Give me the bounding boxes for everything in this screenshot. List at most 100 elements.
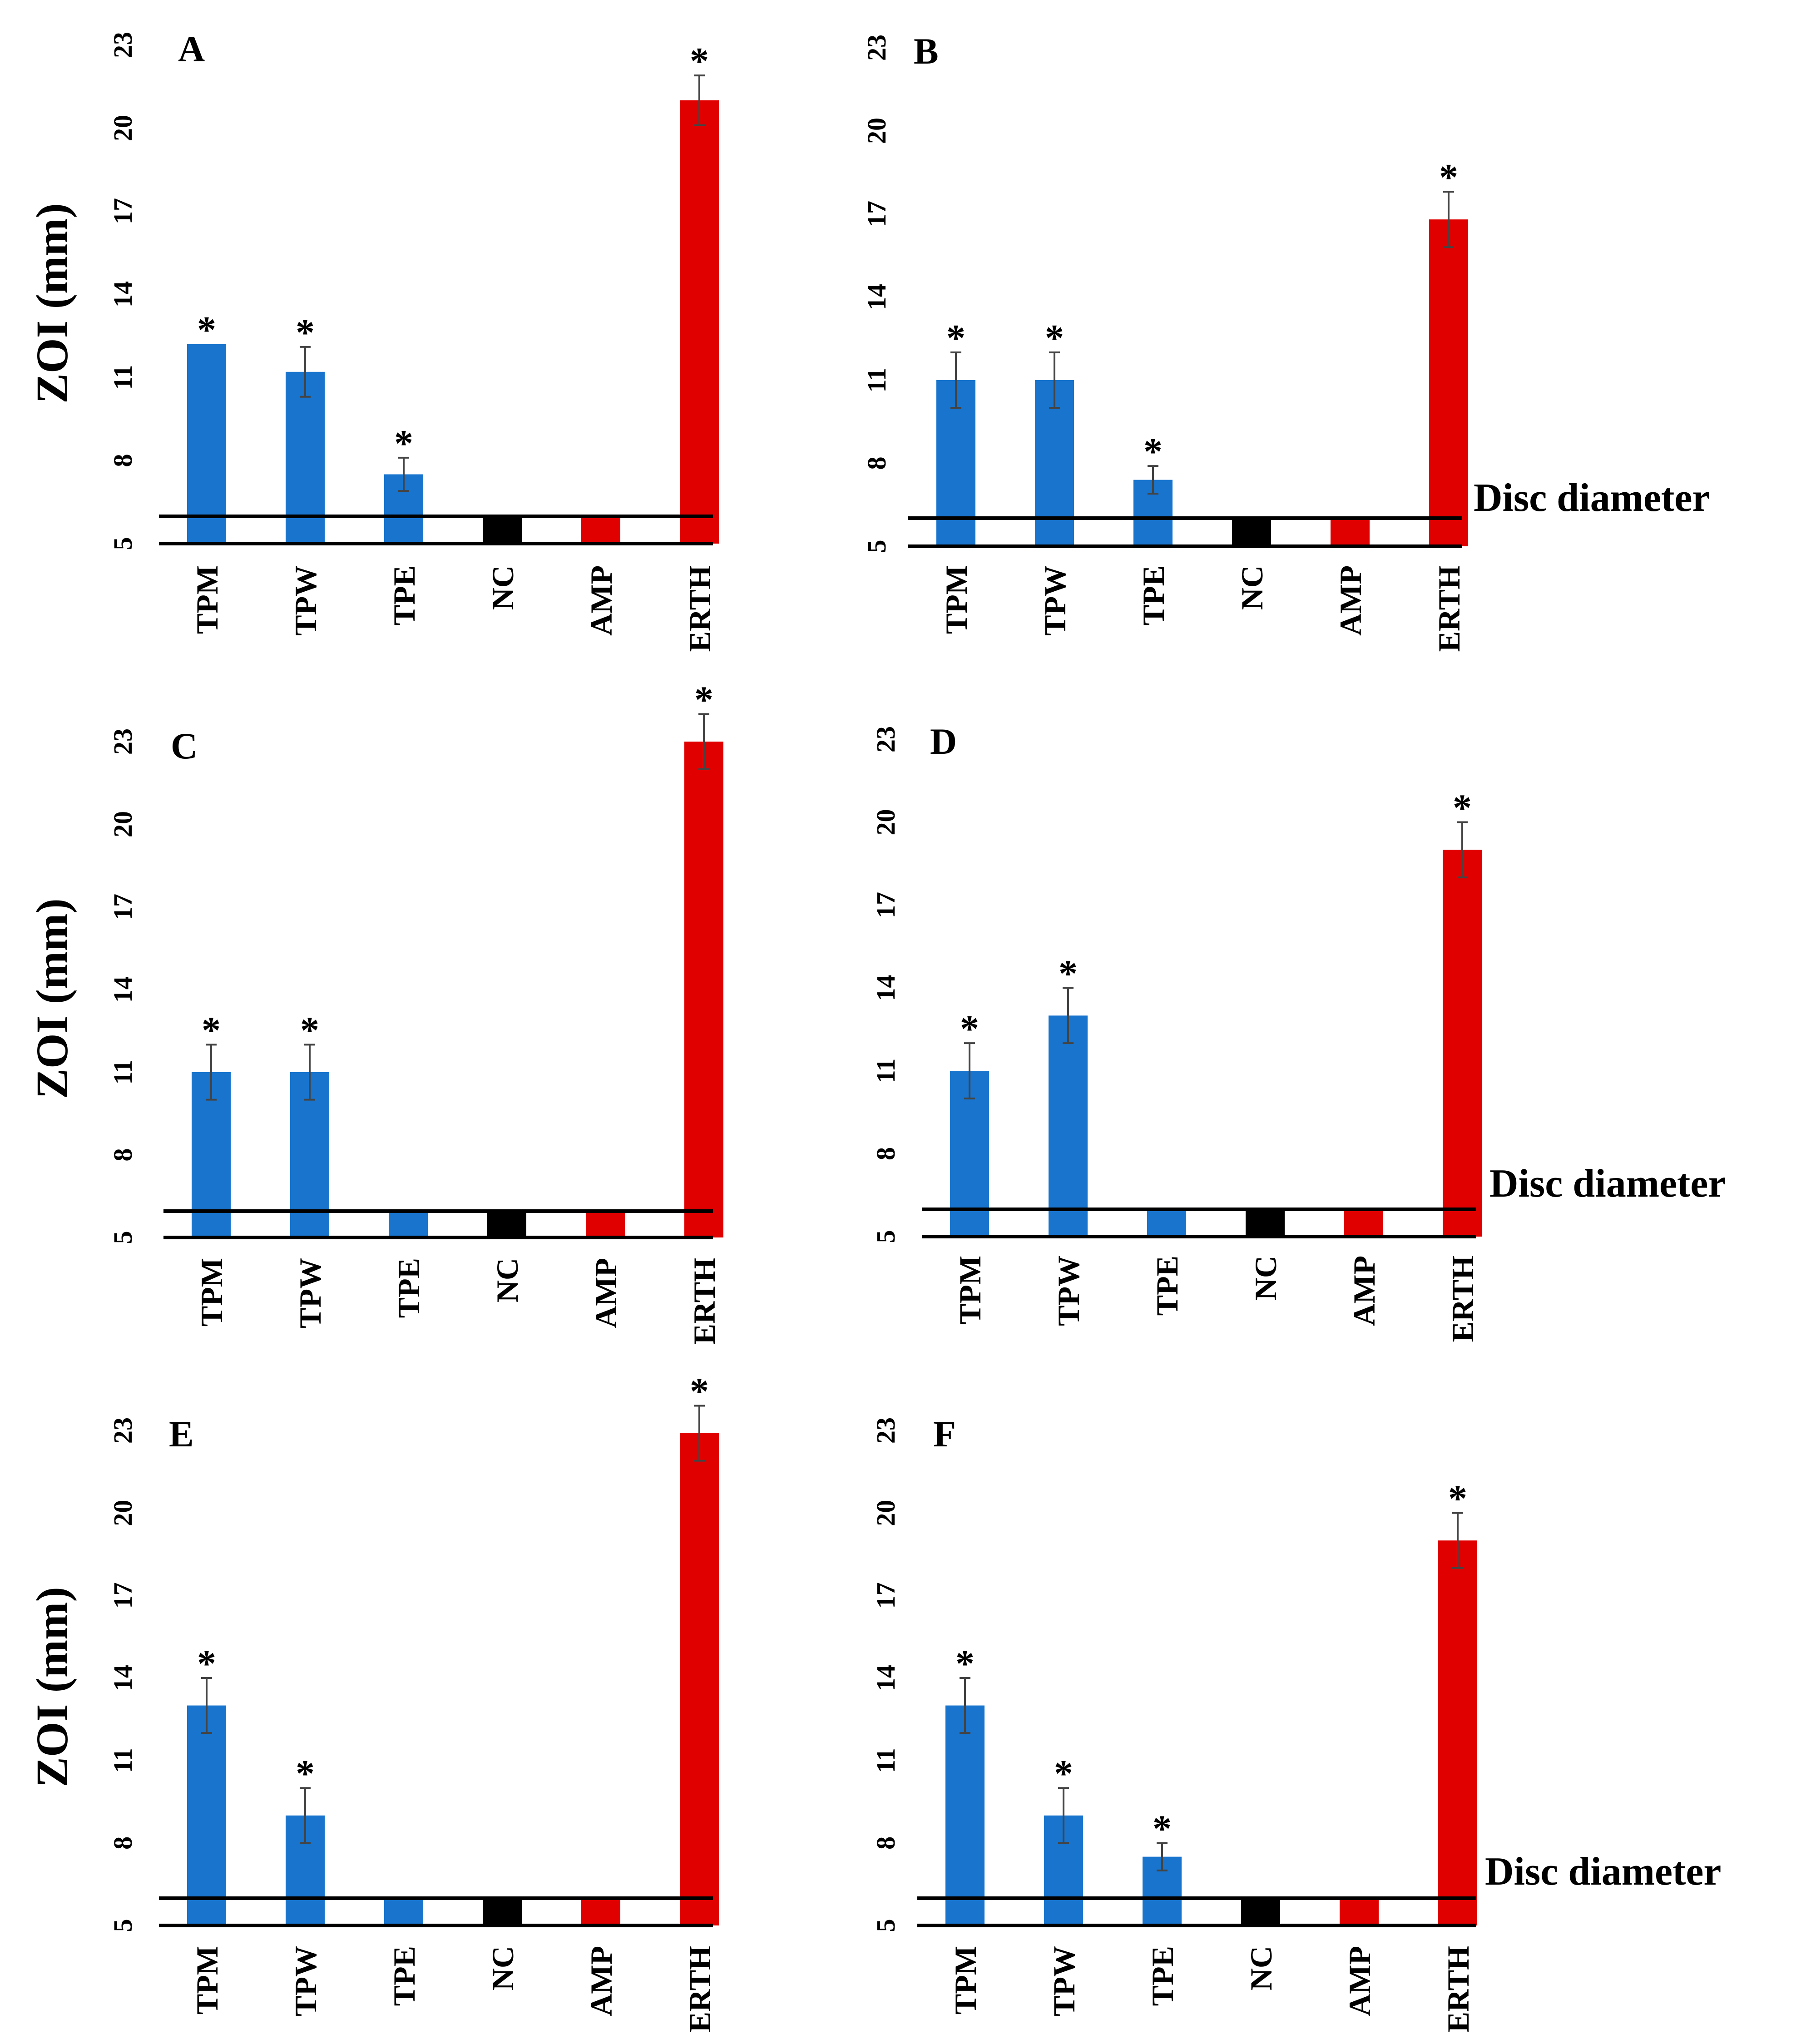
panel-d-significance-star: * <box>960 1008 979 1050</box>
panel-d-ytick: 17 <box>871 892 900 918</box>
panel-e-significance-star: * <box>197 1643 216 1685</box>
panel-a-category-label: AMP <box>584 565 618 636</box>
panel-a-significance-star: * <box>690 40 709 82</box>
panel-e-significance-star: * <box>690 1371 709 1413</box>
panel-e-category-label: AMP <box>584 1946 618 2016</box>
panel-f-category-label: TPM <box>948 1946 983 2014</box>
panel-e-ytick: 8 <box>108 1836 138 1850</box>
panel-a-ytick: 14 <box>108 281 138 307</box>
panel-d-category-label: NC <box>1248 1256 1283 1300</box>
panel-d-letter: D <box>930 721 957 762</box>
panel-f-significance-star: * <box>1054 1752 1073 1795</box>
panel-b-category-label: NC <box>1235 565 1269 610</box>
panel-a-category-label: TPE <box>387 565 421 625</box>
panel-b-disc-label: Disc diameter <box>1474 476 1710 520</box>
panel-e-category-label: ERTH <box>683 1946 717 2032</box>
panel-c-letter: C <box>171 725 198 767</box>
panel-b-bar-erth <box>1429 219 1468 546</box>
panel-f-category-label: AMP <box>1342 1946 1377 2016</box>
panel-b-ytick: 14 <box>862 284 891 310</box>
panel-b-category-label: AMP <box>1333 565 1368 636</box>
panel-b-significance-star: * <box>1439 156 1458 198</box>
panel-c-category-label: TPM <box>194 1258 229 1326</box>
panel-f-ytick: 23 <box>871 1417 900 1444</box>
panel-c-ytick: 8 <box>108 1148 138 1162</box>
panel-d-significance-star: * <box>1453 787 1472 829</box>
panel-a-disc-label: Disc diameter <box>1474 476 1710 520</box>
panel-d-category-label: ERTH <box>1445 1256 1480 1342</box>
panel-a-bar-erth <box>680 100 719 544</box>
panel-b-significance-star: * <box>1143 431 1163 473</box>
panel-a-ytick: 20 <box>108 115 138 141</box>
panel-b-ytick: 17 <box>862 201 891 227</box>
panel-e-bar-amp <box>581 1896 620 1925</box>
panel-a-letter: A <box>178 28 205 69</box>
panel-b-ytick: 11 <box>862 368 891 393</box>
panel-c-ytick: 5 <box>108 1231 138 1244</box>
panel-b-category-label: TPW <box>1038 565 1072 636</box>
panel-a-category-label: TPW <box>288 565 323 636</box>
panel-f-ytick: 8 <box>871 1836 900 1850</box>
panel-d-ytick: 11 <box>871 1059 900 1084</box>
panel-a-category-label: NC <box>485 565 520 610</box>
panel-c-ytick: 14 <box>108 976 138 1003</box>
panel-a-significance-star: * <box>197 309 216 351</box>
panel-f-disc-label: Disc diameter <box>1485 1850 1721 1894</box>
panel-d-bar-tpw <box>1049 1015 1088 1237</box>
panel-f-significance-star: * <box>1448 1478 1467 1520</box>
panel-d-disc-label: Disc diameter <box>1489 1162 1726 1206</box>
panel-a-significance-star: * <box>296 312 315 354</box>
panel-f-category-label: NC <box>1244 1946 1278 1990</box>
panel-c-ylabel: ZOI (mm) <box>27 898 77 1099</box>
panel-e-category-label: NC <box>485 1946 520 1990</box>
panel-c-significance-star: * <box>694 678 713 721</box>
panel-d-category-label: TPE <box>1150 1256 1184 1316</box>
panel-c-significance-star: * <box>202 1009 221 1051</box>
panel-d-bar-amp <box>1344 1208 1383 1237</box>
panel-b-ytick: 23 <box>862 35 891 61</box>
panel-b-bar-nc <box>1232 516 1271 546</box>
panel-f-ytick: 5 <box>871 1919 900 1932</box>
panel-b-bar-amp <box>1331 516 1370 546</box>
panel-b-category-label: ERTH <box>1432 565 1466 652</box>
panel-f-letter: F <box>933 1413 956 1455</box>
panel-e-bar-nc <box>483 1896 522 1925</box>
panel-f-ytick: 20 <box>871 1500 900 1526</box>
panel-c-ytick: 20 <box>108 811 138 837</box>
panel-d-category-label: AMP <box>1347 1256 1381 1326</box>
panel-a-ytick: 5 <box>108 537 138 550</box>
panel-e-category-label: TPW <box>288 1946 323 2016</box>
panel-e-ylabel: ZOI (mm) <box>27 1587 77 1787</box>
panel-a-ytick: 17 <box>108 198 138 224</box>
panel-d-significance-star: * <box>1059 953 1078 995</box>
panel-c-category-label: NC <box>490 1258 524 1302</box>
panel-e-ytick: 17 <box>108 1582 138 1608</box>
panel-b-significance-star: * <box>946 317 965 359</box>
panel-f-bar-tpm <box>945 1705 985 1925</box>
panel-e-bar-tpe <box>384 1896 423 1925</box>
panel-a-ytick: 11 <box>108 365 138 390</box>
panel-c-ytick: 23 <box>108 728 138 755</box>
panel-c-bar-erth <box>684 742 723 1237</box>
panel-a-bar-nc <box>483 515 522 544</box>
panel-f-bar-amp <box>1340 1896 1379 1925</box>
panel-f-bar-erth <box>1438 1540 1477 1925</box>
panel-e-ytick: 5 <box>108 1919 138 1932</box>
panel-d-ytick: 8 <box>871 1147 900 1160</box>
panel-a-ytick: 8 <box>108 454 138 467</box>
panel-f-category-label: ERTH <box>1441 1946 1475 2032</box>
panel-e-category-label: TPE <box>387 1946 421 2006</box>
panel-f-bar-nc <box>1241 1896 1280 1925</box>
panel-d-ytick: 20 <box>871 809 900 836</box>
panel-a-bar-tpm <box>187 344 226 544</box>
panel-b-ytick: 8 <box>862 457 891 470</box>
panel-c-significance-star: * <box>300 1009 319 1051</box>
panel-e-ytick: 23 <box>108 1417 138 1444</box>
panel-b-ytick: 5 <box>862 540 891 553</box>
panel-d-bar-tpe <box>1147 1208 1186 1237</box>
panel-a-significance-star: * <box>394 422 413 465</box>
panel-c-category-label: TPW <box>293 1258 327 1328</box>
panel-e-category-label: TPM <box>190 1946 224 2014</box>
panel-d-ytick: 5 <box>871 1230 900 1243</box>
